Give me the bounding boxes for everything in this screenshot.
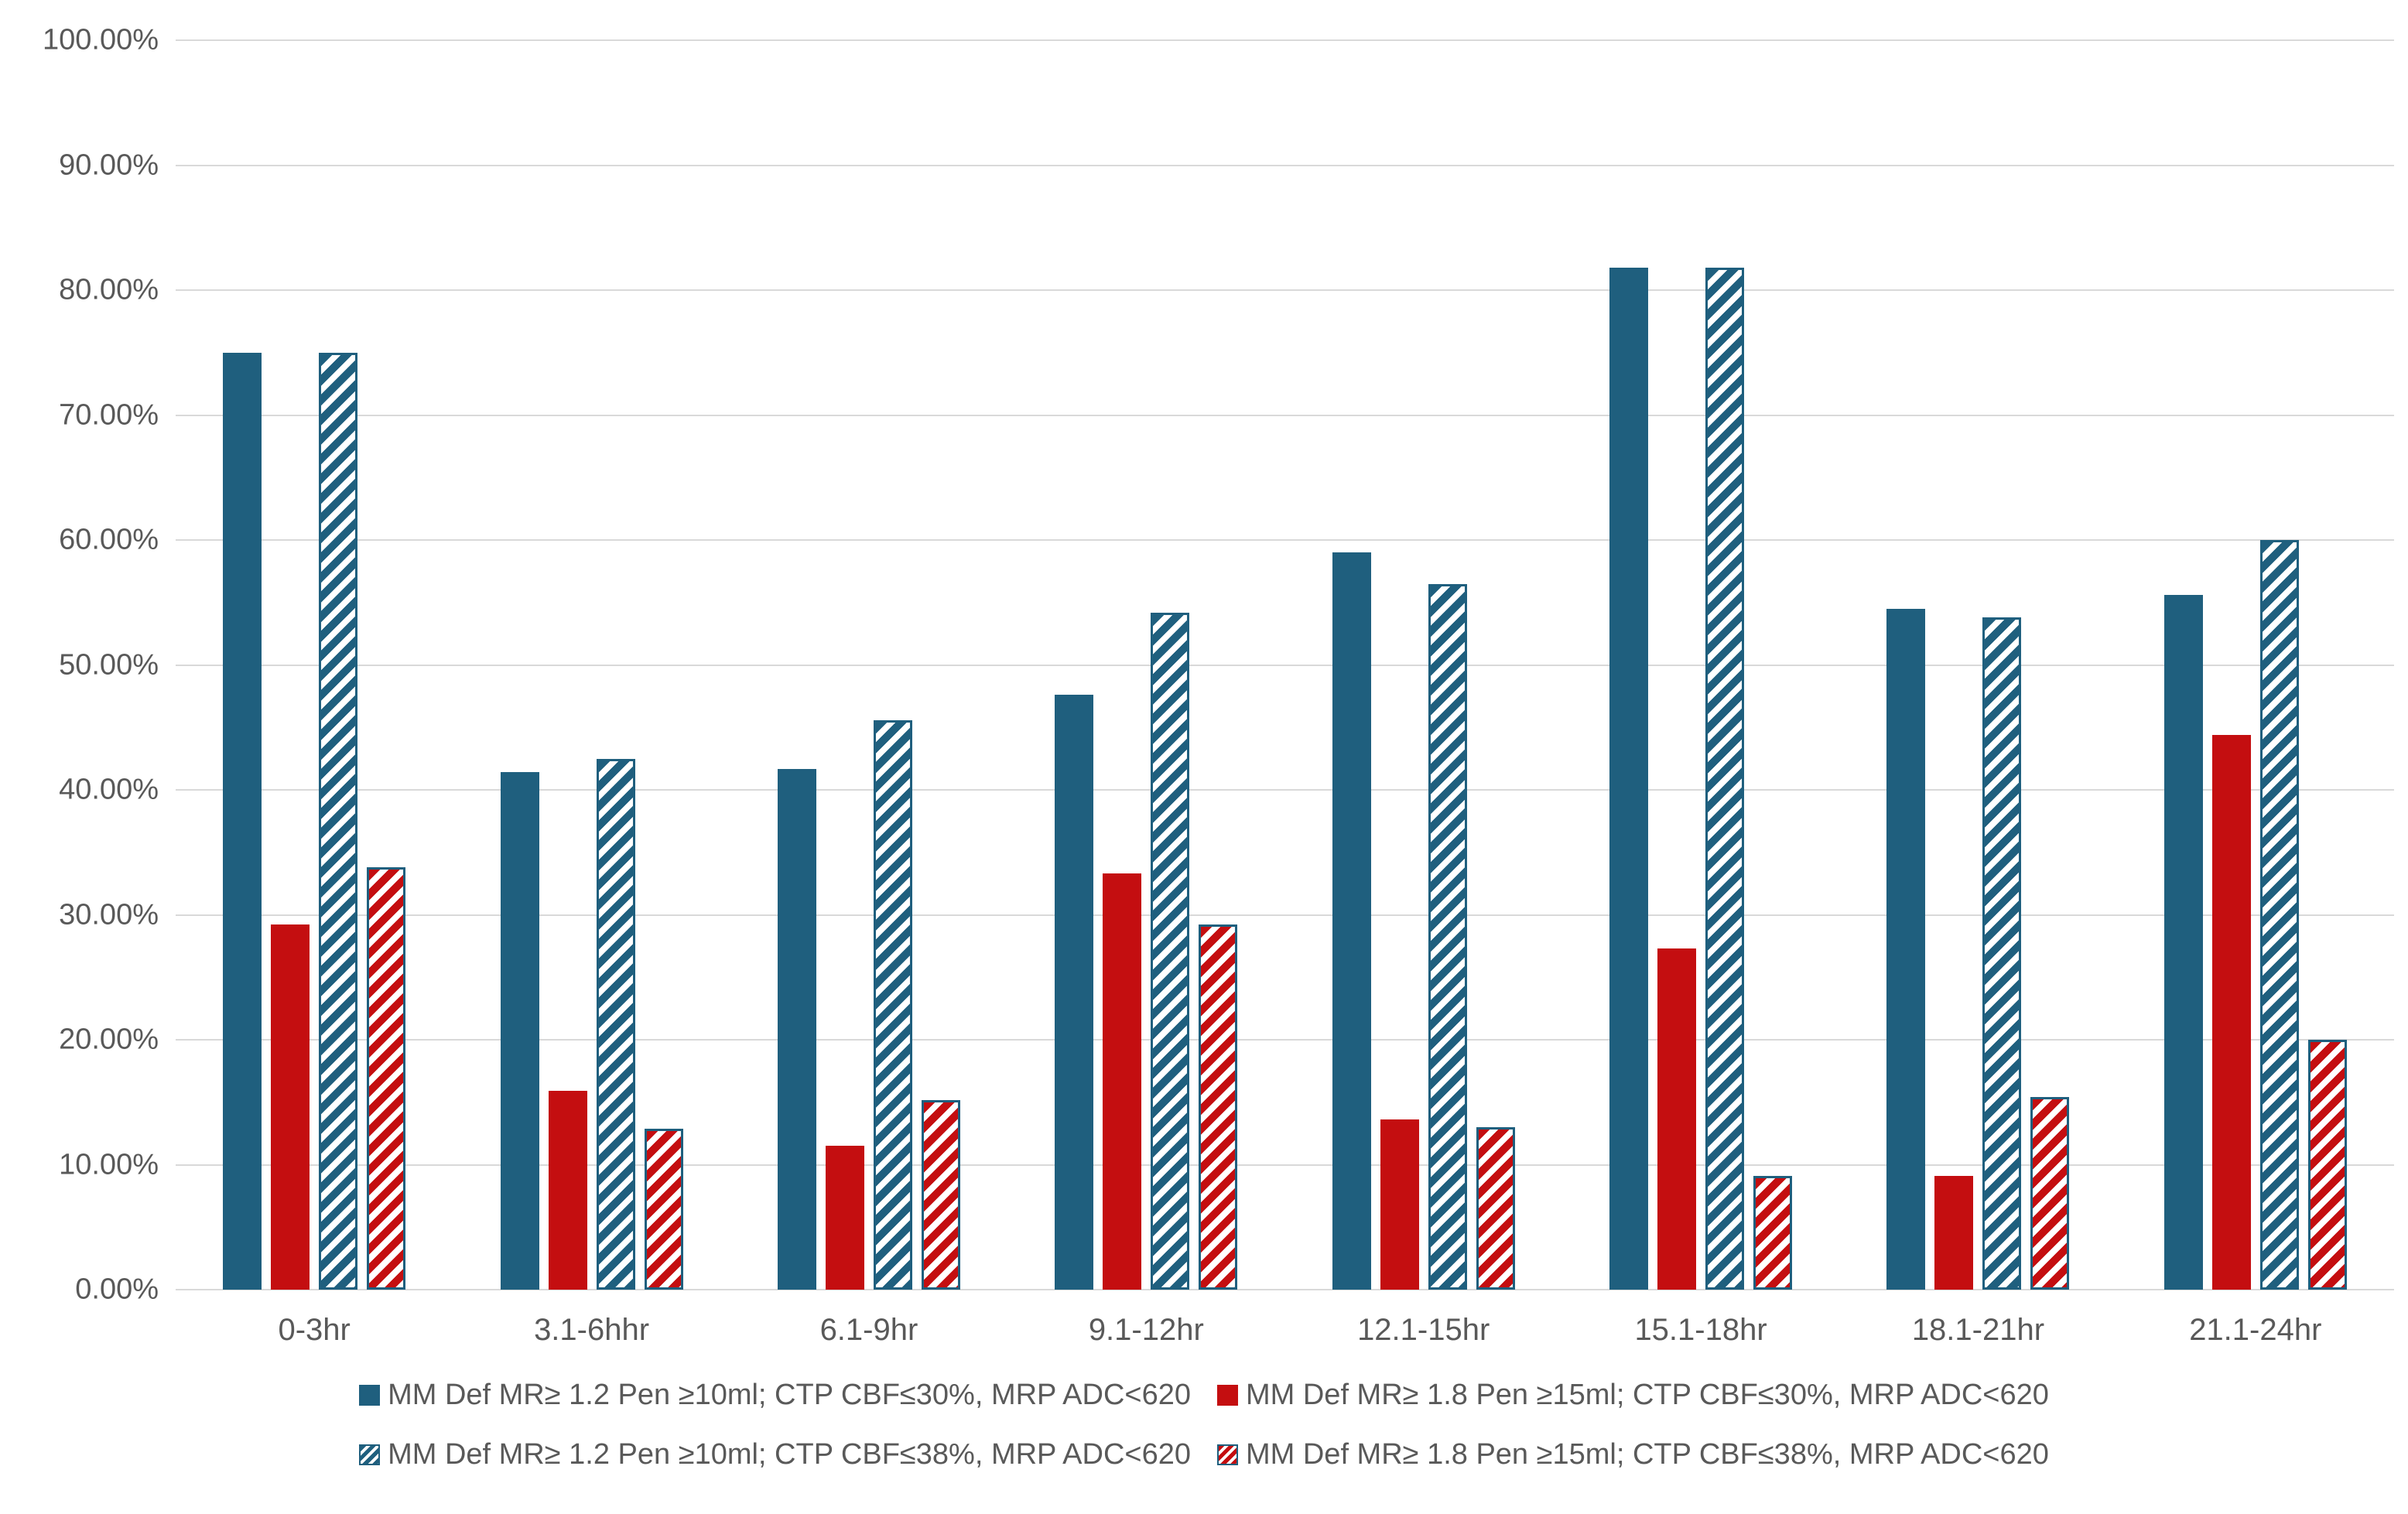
legend-marker-red-solid [1217, 1385, 1238, 1406]
legend-label-series-4: MM Def MR≥ 1.8 Pen ≥15ml; CTP CBF≤38%, M… [1246, 1438, 2049, 1471]
y-tick-label-70: 70.00% [59, 398, 159, 431]
legend-label-series-1: MM Def MR≥ 1.2 Pen ≥10ml; CTP CBF≤30%, M… [388, 1379, 1191, 1411]
x-axis: 0-3hr 3.1-6hhr 6.1-9hr 9.1-12hr 12.1-15hr 15.… [176, 1313, 2394, 1359]
bar-teal-solid-12.1-15hr [1332, 552, 1371, 1290]
bar-group-6.1-9hr [730, 40, 1007, 1290]
y-tick-label-10: 10.00% [59, 1148, 159, 1181]
bar-red-solid-6.1-9hr [825, 1146, 864, 1290]
bar-teal-solid-9.1-12hr [1055, 695, 1094, 1290]
x-tick-label-18.1-21hr: 18.1-21hr [1911, 1313, 2045, 1347]
bar-teal-solid-15.1-18hr [1609, 267, 1649, 1290]
bar-teal-hatched-0-3hr [319, 352, 358, 1290]
bar-red-hatched-3.1-6hhr [644, 1128, 683, 1290]
bar-teal-solid-0-3hr [223, 352, 262, 1290]
bar-teal-solid-18.1-21hr [1886, 608, 1926, 1290]
gridline-70 [176, 414, 2394, 416]
gridline-20 [176, 1039, 2394, 1041]
x-tick-label-9.1-12hr: 9.1-12hr [1088, 1313, 1204, 1347]
x-tick-label-6.1-9hr: 6.1-9hr [819, 1313, 918, 1347]
bar-red-hatched-12.1-15hr [1476, 1127, 1515, 1290]
x-tick-label-3.1-6hhr: 3.1-6hhr [534, 1313, 650, 1347]
bar-group-15.1-18hr [1562, 40, 1839, 1290]
gridline-10 [176, 1164, 2394, 1166]
bar-red-solid-15.1-18hr [1657, 948, 1697, 1290]
legend-marker-teal-solid [359, 1385, 381, 1406]
y-tick-label-50: 50.00% [59, 648, 159, 681]
bar-red-solid-3.1-6hhr [548, 1091, 587, 1290]
y-tick-label-90: 90.00% [59, 149, 159, 181]
y-axis: 0.00% 10.00% 20.00% 30.00% 40.00% 50.00% 60.00… [0, 24, 159, 1306]
bar-teal-hatched-21.1-24hr [2259, 540, 2299, 1290]
bar-teal-solid-6.1-9hr [777, 768, 816, 1290]
bar-teal-hatched-18.1-21hr [1982, 617, 2022, 1290]
legend-marker-teal-hatched [359, 1444, 381, 1465]
bar-red-solid-0-3hr [271, 924, 310, 1290]
legend-item-series-2: MM Def MR≥ 1.8 Pen ≥15ml; CTP CBF≤30%, M… [1217, 1379, 2049, 1412]
bar-red-hatched-21.1-24hr [2307, 1040, 2347, 1290]
legend-item-series-1: MM Def MR≥ 1.2 Pen ≥10ml; CTP CBF≤30%, M… [359, 1379, 1191, 1412]
bar-group-21.1-24hr [2117, 40, 2394, 1290]
bar-group-9.1-12hr [1007, 40, 1284, 1290]
legend-item-series-4: MM Def MR≥ 1.8 Pen ≥15ml; CTP CBF≤38%, M… [1217, 1438, 2049, 1471]
gridline-100 [176, 39, 2394, 41]
bar-teal-hatched-12.1-15hr [1428, 583, 1467, 1290]
y-tick-label-20: 20.00% [59, 1023, 159, 1056]
y-tick-label-30: 30.00% [59, 898, 159, 931]
bar-group-3.1-6hhr [453, 40, 730, 1290]
bar-red-solid-18.1-21hr [1934, 1176, 1974, 1290]
legend-marker-red-hatched [1217, 1444, 1238, 1465]
bar-group-0-3hr [176, 40, 453, 1290]
y-tick-label-80: 80.00% [59, 273, 159, 306]
gridline-0 [176, 1289, 2394, 1290]
x-tick-label-12.1-15hr: 12.1-15hr [1357, 1313, 1490, 1347]
gridline-30 [176, 914, 2394, 916]
legend-item-series-3: MM Def MR≥ 1.2 Pen ≥10ml; CTP CBF≤38%, M… [359, 1438, 1191, 1471]
x-tick-label-0-3hr: 0-3hr [278, 1313, 351, 1347]
bar-teal-solid-21.1-24hr [2163, 595, 2203, 1290]
plot-area [176, 39, 2394, 1290]
bar-group-12.1-15hr [1285, 40, 1562, 1290]
bar-red-hatched-6.1-9hr [921, 1099, 960, 1290]
bar-teal-hatched-6.1-9hr [873, 719, 912, 1290]
legend-label-series-2: MM Def MR≥ 1.8 Pen ≥15ml; CTP CBF≤30%, M… [1246, 1379, 2049, 1411]
bar-red-solid-9.1-12hr [1103, 873, 1142, 1290]
gridline-80 [176, 289, 2394, 291]
legend-row-2: MM Def MR≥ 1.2 Pen ≥10ml; CTP CBF≤38%, M… [0, 1438, 2408, 1471]
gridline-50 [176, 664, 2394, 666]
bar-red-hatched-15.1-18hr [1753, 1176, 1793, 1290]
bar-group-18.1-21hr [1839, 40, 2116, 1290]
bar-teal-hatched-15.1-18hr [1705, 267, 1745, 1290]
bar-teal-hatched-3.1-6hhr [596, 758, 635, 1290]
x-tick-label-21.1-24hr: 21.1-24hr [2189, 1313, 2322, 1347]
gridline-40 [176, 789, 2394, 791]
y-tick-label-40: 40.00% [59, 773, 159, 806]
y-tick-label-100: 100.00% [42, 23, 159, 56]
bar-red-solid-21.1-24hr [2211, 734, 2251, 1290]
bar-teal-hatched-9.1-12hr [1151, 612, 1190, 1290]
bar-red-hatched-0-3hr [367, 867, 406, 1290]
bar-red-hatched-18.1-21hr [2030, 1097, 2070, 1290]
bar-teal-solid-3.1-6hhr [500, 772, 539, 1290]
gridline-90 [176, 164, 2394, 166]
legend-label-series-3: MM Def MR≥ 1.2 Pen ≥10ml; CTP CBF≤38%, M… [388, 1438, 1191, 1471]
x-tick-label-15.1-18hr: 15.1-18hr [1634, 1313, 1767, 1347]
y-tick-label-0: 0.00% [75, 1273, 159, 1306]
bar-red-hatched-9.1-12hr [1199, 924, 1238, 1290]
bar-red-solid-12.1-15hr [1380, 1119, 1419, 1290]
y-tick-label-60: 60.00% [59, 523, 159, 556]
legend-row-1: MM Def MR≥ 1.2 Pen ≥10ml; CTP CBF≤30%, M… [0, 1379, 2408, 1412]
gridline-60 [176, 539, 2394, 541]
